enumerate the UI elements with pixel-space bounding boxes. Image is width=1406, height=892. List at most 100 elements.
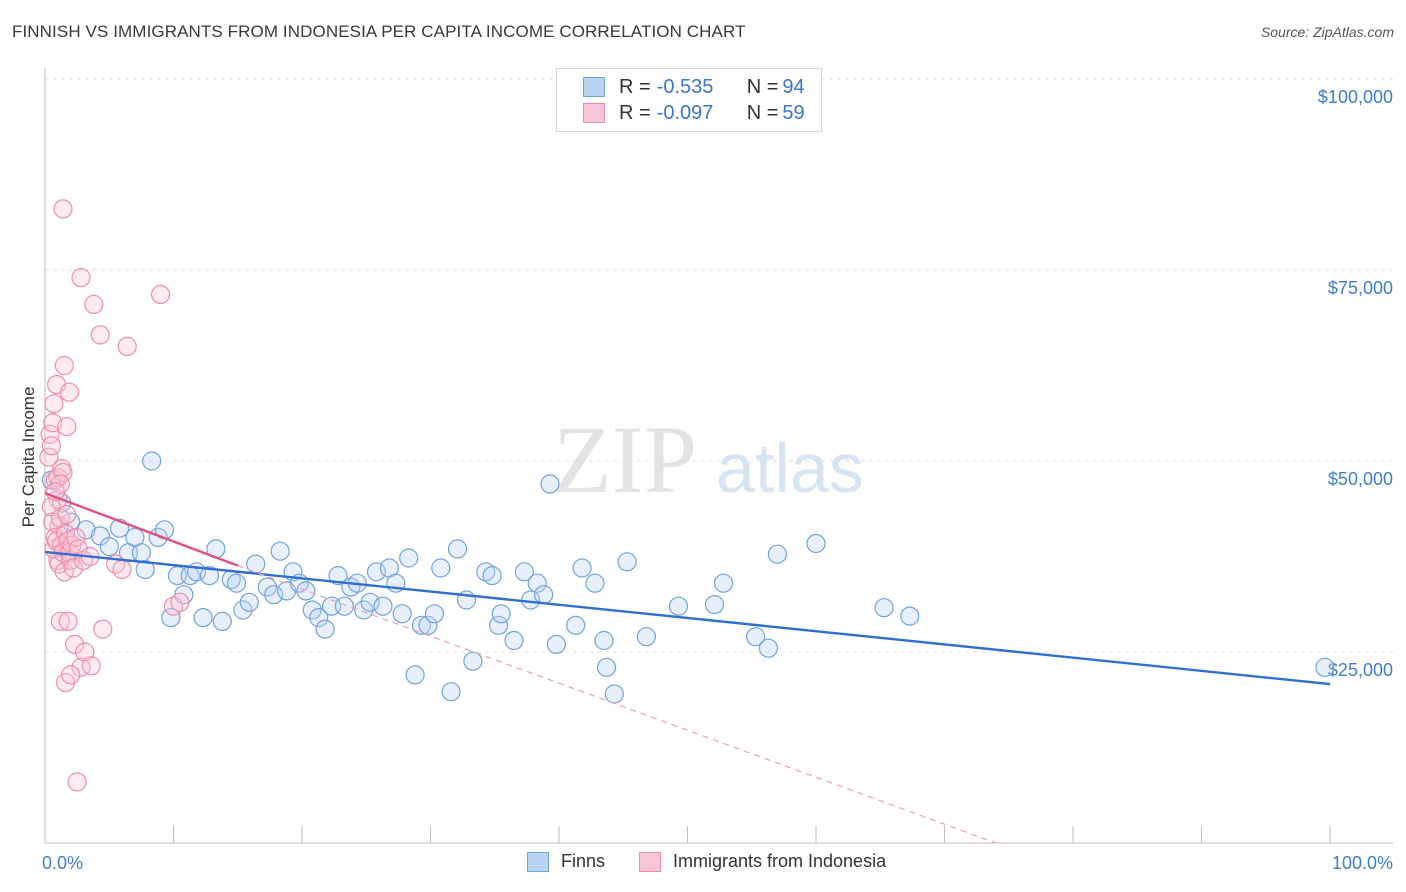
point-indonesia [90,325,110,345]
point-indonesia [43,413,63,433]
point-finns [418,615,438,635]
point-finns [161,607,181,628]
point-finns [257,577,277,597]
point-finns [411,615,432,635]
x-tick-label: 100.0% [1332,853,1393,873]
point-finns [900,606,920,626]
point-indonesia [84,294,104,314]
legend-n-value: 94 [782,75,805,98]
point-finns [226,573,247,593]
legend-r-value: -0.535 [656,75,714,98]
point-finns [302,600,322,620]
series-legend: Finns Immigrants from Indonesia [0,851,1406,877]
point-indonesia [53,199,73,219]
point-indonesia [53,462,73,483]
point-finns [806,533,826,554]
point-indonesia [63,558,83,578]
point-finns [594,630,614,651]
point-finns [447,539,468,559]
point-finns [233,600,253,620]
point-finns [199,565,220,586]
point-finns [239,592,259,612]
point-indonesia [57,417,77,437]
y-tick-label: $25,000 [1328,660,1393,680]
point-finns [142,451,162,471]
y-tick-labels: $25,000 $50,000 $75,000 $100,000 [1318,87,1393,680]
point-indonesia [45,470,65,490]
point-finns [309,607,329,628]
point-indonesia [112,559,132,580]
point-finns [668,596,689,616]
point-indonesia [71,268,91,288]
y-tick-label: $100,000 [1318,87,1393,107]
chart-title: FINNISH VS IMMIGRANTS FROM INDONESIA PER… [12,22,746,41]
legend-row-finns: R = -0.535 N = 94 [583,75,805,99]
point-finns [135,559,155,580]
point-finns [212,611,232,632]
point-finns [489,615,509,635]
point-indonesia [67,772,87,792]
legend-n-label: N = [746,101,779,124]
point-finns [546,634,567,655]
gridlines [45,78,1393,653]
point-finns [76,520,96,540]
point-indonesia [117,336,137,356]
point-finns [315,619,335,639]
series-swatch-finns [527,851,549,872]
point-indonesia [71,657,91,677]
legend-r-label: R = [619,101,651,124]
legend-row-indonesia: R = -0.097 N = 59 [583,101,805,125]
point-finns [270,541,290,561]
point-finns [767,544,788,564]
point-indonesia [81,656,101,676]
point-indonesia [58,611,78,632]
source-label: Source: ZipAtlas.com [1260,24,1394,40]
point-finns [482,565,502,586]
point-finns [354,600,374,620]
point-indonesia [54,355,74,376]
point-finns [99,536,119,557]
series-label-indonesia: Immigrants from Indonesia [673,851,887,871]
legend-swatch-indonesia [583,103,605,123]
legend-r-value: -0.097 [656,101,714,124]
y-tick-label: $50,000 [1328,469,1393,489]
legend-r-label: R = [619,75,651,98]
y-axis-title: Per Capita Income [19,387,38,528]
series-swatch-indonesia [639,851,661,872]
point-indonesia [151,284,171,304]
x-tick-labels: 0.0% 100.0% [42,853,1393,873]
point-indonesia [39,447,59,467]
legend-n-label: N = [746,75,779,98]
point-finns [392,604,412,624]
point-finns [596,657,617,677]
point-finns [572,558,592,578]
point-finns [636,627,657,647]
point-finns [585,573,605,593]
point-finns [527,573,547,593]
point-finns [491,604,511,624]
series-label-finns: Finns [561,851,606,871]
trend-extension-indonesia [237,565,997,844]
point-finns [131,543,151,563]
point-finns [617,552,637,572]
point-finns [1315,657,1335,677]
point-finns [431,558,451,578]
point-finns [193,607,213,628]
series-legend-finns[interactable]: Finns [527,851,605,872]
series-legend-indonesia[interactable]: Immigrants from Indonesia [639,851,886,872]
point-finns [566,615,586,635]
trend-line-indonesia [44,491,239,567]
point-indonesia [93,619,113,639]
point-indonesia [68,539,89,559]
point-finns [441,682,461,702]
point-finns [504,630,524,651]
point-indonesia [66,527,86,548]
point-finns [514,562,534,582]
point-indonesia [41,436,62,456]
legend-n-value: 59 [782,101,805,124]
point-finns [373,596,393,616]
point-indonesia [170,592,190,612]
point-finns [540,474,560,494]
trend-lines [44,491,1331,844]
